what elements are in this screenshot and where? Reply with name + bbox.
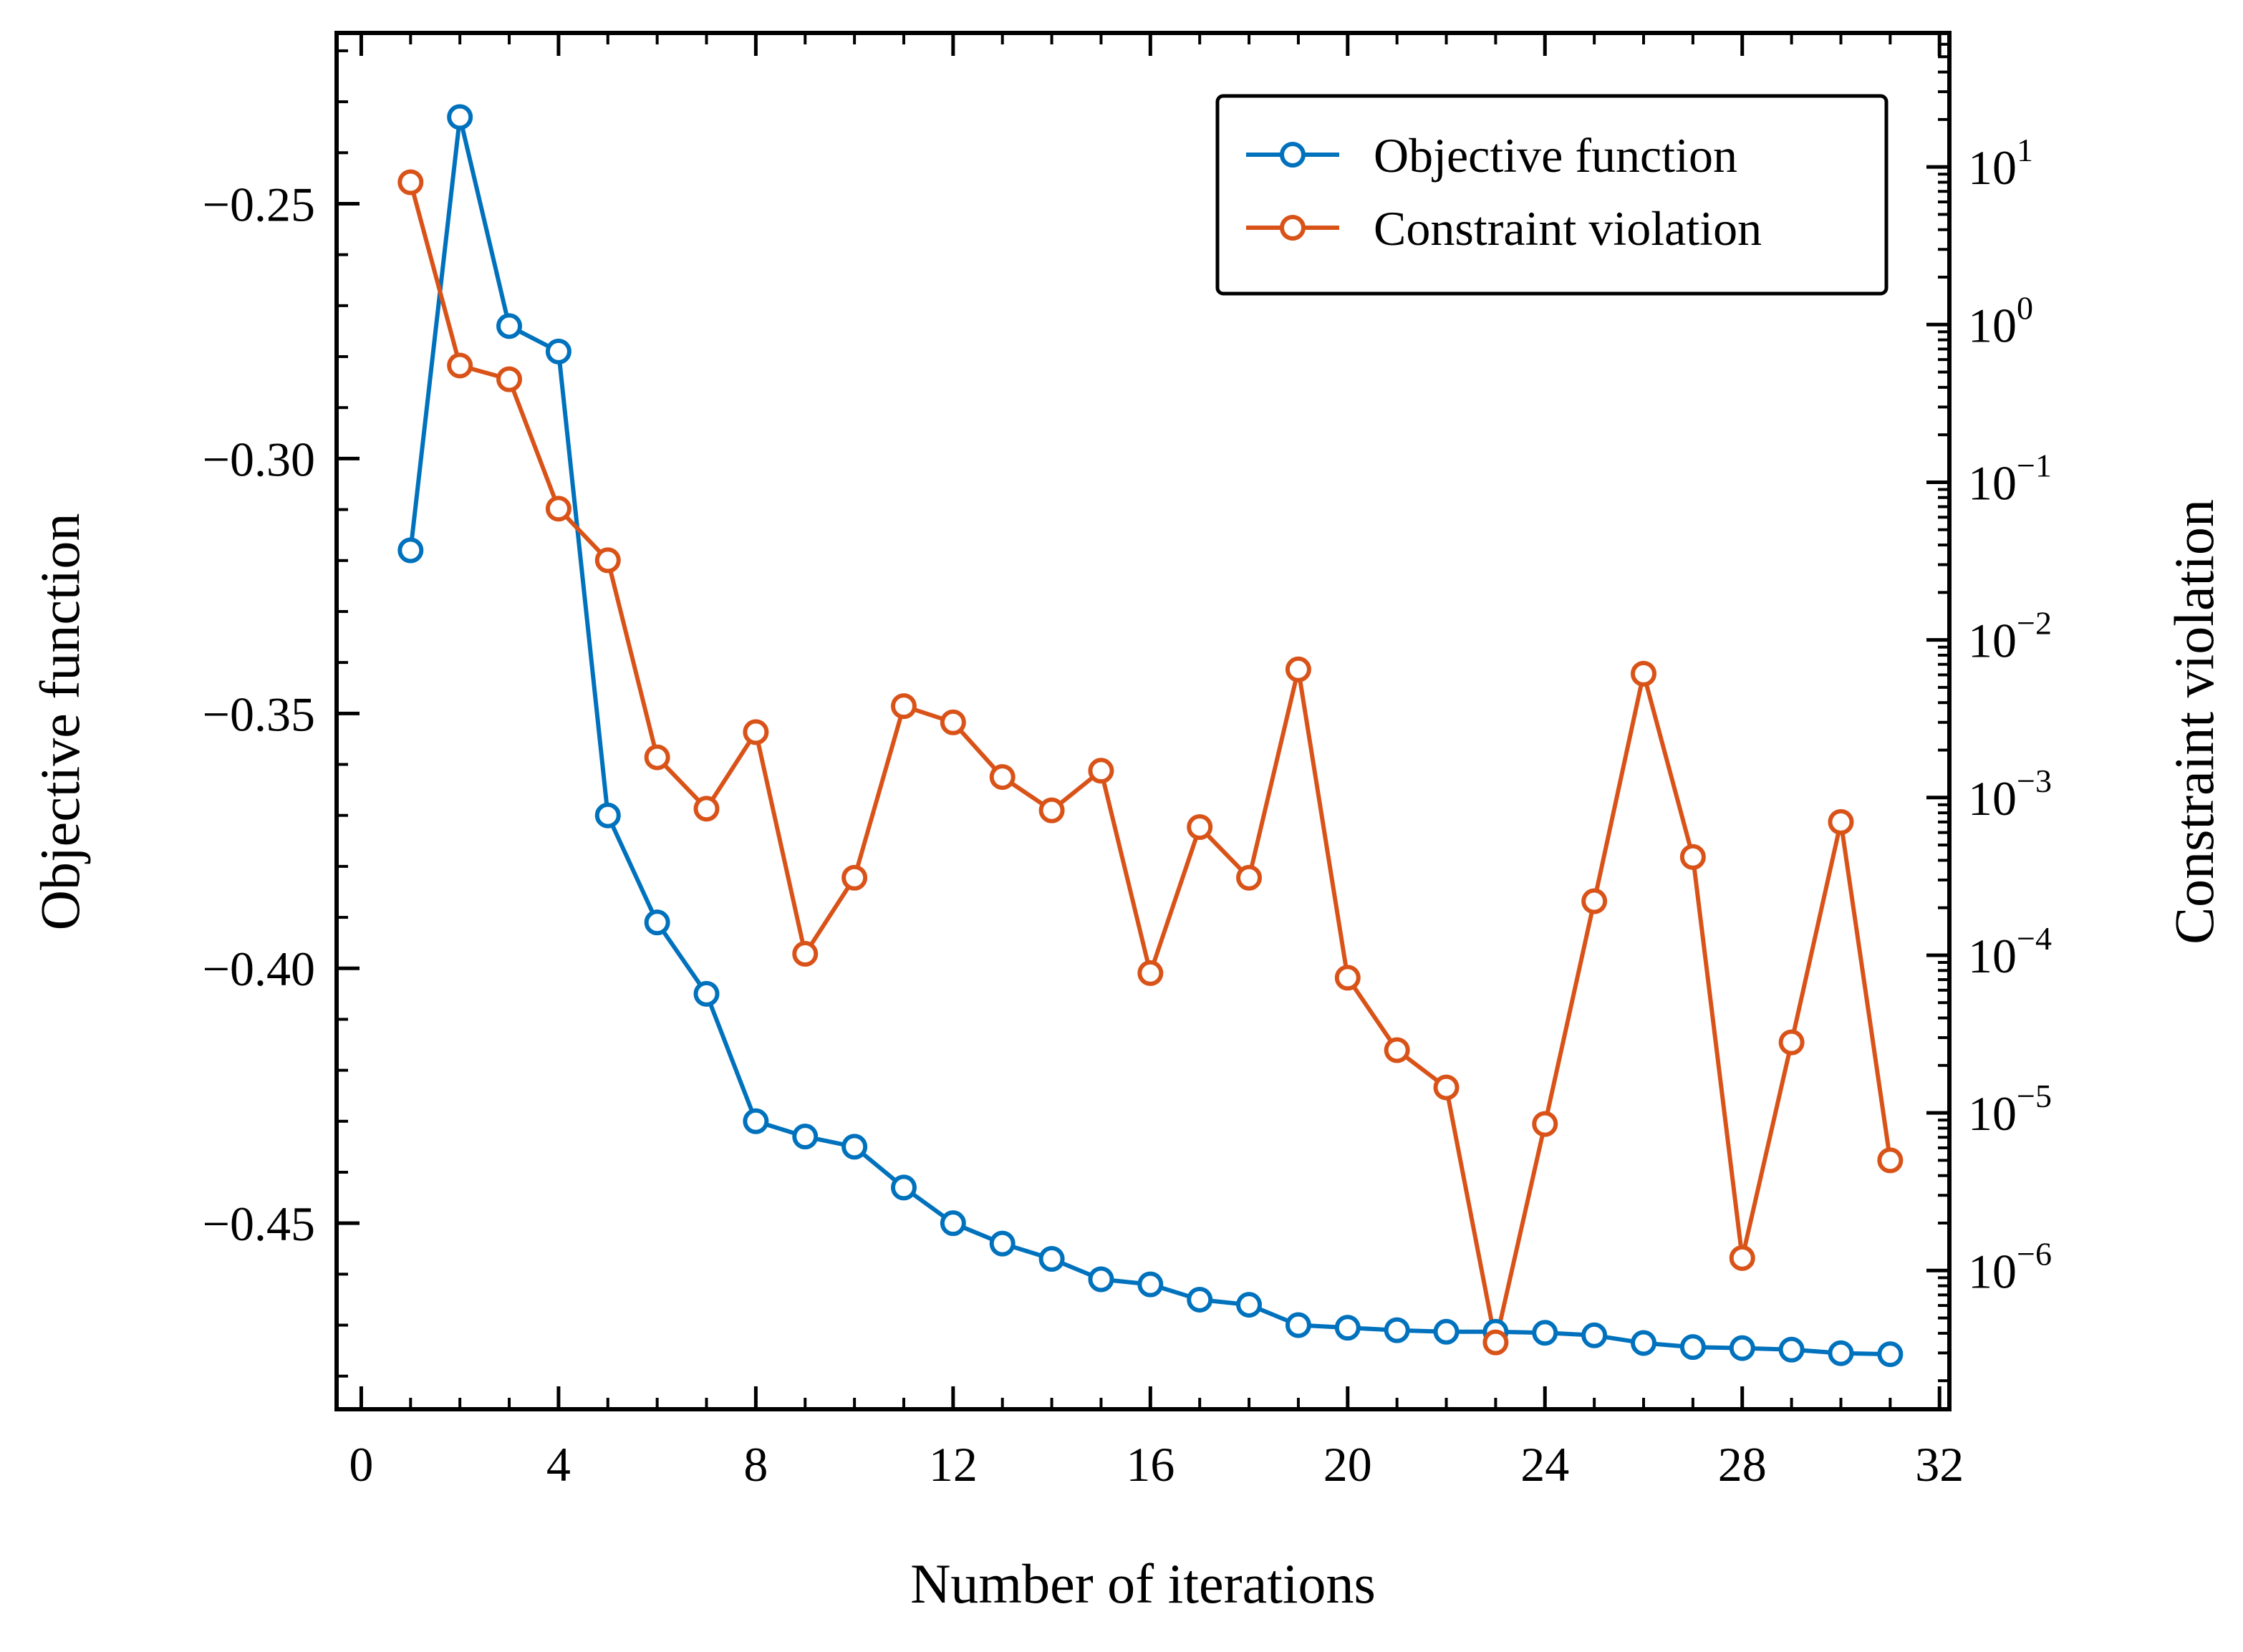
data-point <box>644 909 670 936</box>
data-point <box>1236 1292 1263 1318</box>
data-point <box>1088 758 1114 784</box>
data-point <box>1038 1246 1065 1272</box>
data-point <box>397 537 424 564</box>
x-tick-label: 0 <box>349 1437 373 1492</box>
data-point <box>1877 1147 1904 1174</box>
data-point <box>989 1230 1016 1257</box>
data-point <box>1581 888 1608 914</box>
x-axis-title: Number of iterations <box>910 1552 1376 1615</box>
data-point <box>1088 1266 1114 1293</box>
data-point <box>1384 1317 1410 1343</box>
legend: Objective function Constraint violation <box>1215 94 1889 296</box>
legend-marker <box>1280 215 1306 241</box>
data-point <box>1631 1330 1657 1356</box>
data-point <box>1384 1037 1410 1063</box>
y-axis-right-title: Constraint violation <box>2163 499 2225 945</box>
data-point <box>1679 844 1706 870</box>
legend-label: Objective function <box>1374 128 1737 183</box>
x-tick-label: 20 <box>1323 1437 1372 1492</box>
data-point <box>1778 1029 1805 1056</box>
data-point <box>940 709 966 735</box>
y-right-tick-label: 10−1 <box>1968 447 2052 510</box>
data-point <box>1285 1312 1311 1338</box>
data-point <box>594 547 621 574</box>
legend-marker <box>1280 142 1306 168</box>
x-tick-label: 24 <box>1520 1437 1569 1492</box>
data-point <box>496 313 523 339</box>
data-point <box>545 496 571 522</box>
data-point <box>1631 660 1657 687</box>
data-point <box>1729 1245 1755 1271</box>
x-tick-label: 16 <box>1126 1437 1174 1492</box>
data-point <box>1778 1336 1805 1363</box>
x-tick-label: 32 <box>1915 1437 1964 1492</box>
data-point <box>989 764 1016 791</box>
y-left-tick-label: −0.25 <box>203 177 315 231</box>
data-point <box>1187 1286 1213 1313</box>
y-right-tick-label: 10−5 <box>1968 1078 2052 1141</box>
data-point <box>1334 965 1361 991</box>
data-point <box>743 1108 769 1134</box>
data-point <box>1137 1271 1164 1298</box>
y-axis-left-title: Objective function <box>29 513 91 931</box>
data-point <box>1679 1334 1706 1361</box>
data-point <box>644 744 670 771</box>
x-tick-label: 4 <box>546 1437 571 1492</box>
legend-box <box>1215 94 1889 296</box>
legend-label: Constraint violation <box>1374 201 1762 256</box>
data-point <box>1581 1322 1608 1348</box>
data-point <box>1877 1341 1904 1368</box>
y-left-tick-label: −0.35 <box>203 687 315 741</box>
data-point <box>940 1210 966 1237</box>
y-left-tick-label: −0.45 <box>203 1197 315 1251</box>
data-point <box>1828 1340 1854 1366</box>
data-point <box>1137 960 1164 986</box>
y-right-tick-label: 10−6 <box>1968 1235 2052 1298</box>
plot-layer <box>397 104 1904 1368</box>
data-point <box>841 864 868 891</box>
data-point <box>1482 1329 1509 1356</box>
y-right-tick-label: 10−4 <box>1968 920 2052 983</box>
data-point <box>890 693 917 720</box>
data-point <box>1236 864 1263 891</box>
data-point <box>1334 1315 1361 1341</box>
data-point <box>397 169 424 195</box>
series-line <box>408 181 1893 1345</box>
x-tick-label: 8 <box>743 1437 768 1492</box>
series-line <box>408 115 1891 1357</box>
data-point <box>693 980 720 1007</box>
data-point <box>545 338 571 364</box>
data-point <box>594 802 621 829</box>
data-point <box>1187 813 1213 840</box>
data-point <box>496 366 523 392</box>
data-point <box>792 1124 819 1150</box>
x-tick-label: 12 <box>929 1437 978 1492</box>
data-point <box>1532 1320 1558 1346</box>
data-point <box>1433 1074 1460 1101</box>
y-left-tick-label: −0.40 <box>203 942 315 996</box>
data-point <box>1532 1111 1558 1137</box>
data-point <box>841 1134 868 1160</box>
data-point <box>743 719 769 745</box>
data-point <box>447 104 473 130</box>
data-point <box>1433 1318 1460 1345</box>
y-right-tick-label: 10−3 <box>1968 763 2052 826</box>
data-point <box>447 352 473 379</box>
axes-layer: 0 4 8 12 16 20 24 28 32 −0.25 −0.30 −0.35 −0.40 −0.45… <box>203 33 2052 1492</box>
data-point <box>792 941 819 967</box>
data-point <box>693 796 720 822</box>
data-point <box>1038 797 1065 823</box>
data-point <box>1828 808 1854 835</box>
y-right-tick-label: 100 <box>1968 289 2033 352</box>
y-left-tick-label: −0.30 <box>203 432 315 486</box>
data-point <box>1729 1335 1755 1361</box>
x-tick-label: 28 <box>1718 1437 1767 1492</box>
y-right-tick-label: 101 <box>1968 132 2033 195</box>
data-point <box>890 1174 917 1201</box>
data-point <box>1285 656 1311 682</box>
y-right-tick-label: 10−2 <box>1968 605 2052 668</box>
